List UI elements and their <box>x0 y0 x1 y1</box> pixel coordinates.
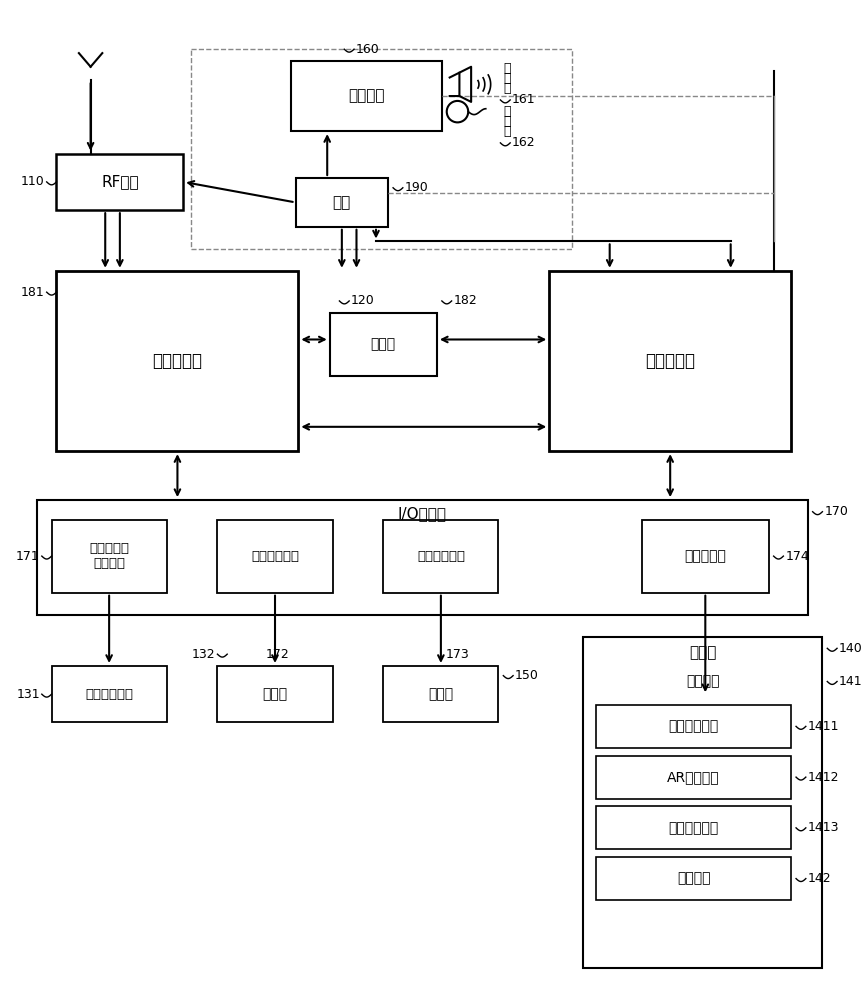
Bar <box>56 154 183 210</box>
Text: 132: 132 <box>192 648 215 661</box>
Text: 存储器: 存储器 <box>371 337 396 351</box>
Text: 150: 150 <box>515 669 539 682</box>
Bar <box>596 756 791 799</box>
Text: 110: 110 <box>21 175 45 188</box>
Text: 172: 172 <box>266 648 289 661</box>
Text: 第一处理器: 第一处理器 <box>152 352 202 370</box>
Bar <box>583 637 823 968</box>
Bar <box>291 61 442 131</box>
Text: 182: 182 <box>453 294 477 307</box>
Text: 风: 风 <box>503 125 511 138</box>
Text: 显示控制器: 显示控制器 <box>684 549 727 563</box>
Text: 透明显示模组: 透明显示模组 <box>669 821 719 835</box>
Bar <box>596 705 791 748</box>
Text: 131: 131 <box>16 688 40 701</box>
Text: 传感器控制器: 传感器控制器 <box>417 550 465 563</box>
Text: 181: 181 <box>21 286 45 299</box>
Text: 摄像头控制器: 摄像头控制器 <box>251 550 299 563</box>
Bar <box>52 666 167 722</box>
Text: 173: 173 <box>445 648 470 661</box>
Text: AR显示模组: AR显示模组 <box>667 770 720 784</box>
Text: 190: 190 <box>405 181 428 194</box>
Bar <box>383 520 498 593</box>
Text: 触控面板: 触控面板 <box>676 872 710 886</box>
Text: 171: 171 <box>16 550 40 563</box>
Text: 1412: 1412 <box>808 771 839 784</box>
Text: 传感器: 传感器 <box>428 687 453 701</box>
Text: 平面显示模组: 平面显示模组 <box>669 719 719 733</box>
Bar <box>56 271 298 451</box>
Bar <box>596 857 791 900</box>
Text: 第二处理器: 第二处理器 <box>645 352 695 370</box>
Text: 160: 160 <box>356 43 380 56</box>
Text: 备控制器: 备控制器 <box>93 557 125 570</box>
Bar <box>296 178 388 227</box>
Text: 显示器: 显示器 <box>689 645 716 660</box>
Text: 170: 170 <box>824 505 849 518</box>
Text: 142: 142 <box>808 872 831 885</box>
Text: 克: 克 <box>503 115 511 128</box>
Text: 声: 声 <box>503 72 511 85</box>
Text: 摄像头: 摄像头 <box>262 687 287 701</box>
Text: 174: 174 <box>785 550 809 563</box>
Text: 扬: 扬 <box>503 62 511 75</box>
Text: 162: 162 <box>512 136 535 149</box>
Text: 其他输入设备: 其他输入设备 <box>85 688 133 701</box>
Text: 音频电路: 音频电路 <box>348 89 384 104</box>
Text: 器: 器 <box>503 82 511 95</box>
Text: I/O子系统: I/O子系统 <box>398 506 447 521</box>
Bar <box>217 666 332 722</box>
Text: 120: 120 <box>351 294 375 307</box>
Text: 141: 141 <box>839 675 862 688</box>
Bar <box>217 520 332 593</box>
Bar <box>52 520 167 593</box>
Bar <box>191 49 572 249</box>
Text: 161: 161 <box>512 93 535 106</box>
Text: 其他输入设: 其他输入设 <box>89 542 129 555</box>
Text: RF电路: RF电路 <box>101 174 138 189</box>
Bar <box>596 806 791 849</box>
Text: 1411: 1411 <box>808 720 839 733</box>
Bar <box>37 500 808 615</box>
Bar <box>642 520 769 593</box>
Bar <box>330 313 437 376</box>
Text: 显示面板: 显示面板 <box>686 674 720 688</box>
Text: 1413: 1413 <box>808 821 839 834</box>
Text: 麦: 麦 <box>503 105 511 118</box>
Bar <box>549 271 791 451</box>
Text: 140: 140 <box>839 642 862 655</box>
Text: 电源: 电源 <box>333 195 351 210</box>
Bar <box>383 666 498 722</box>
